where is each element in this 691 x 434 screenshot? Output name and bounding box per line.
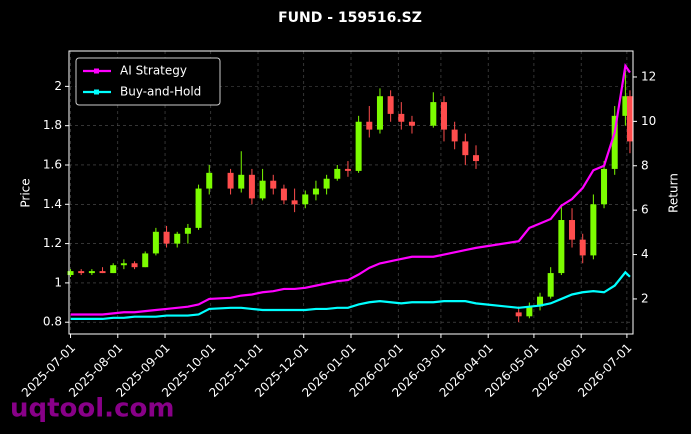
y2-tick-label: 10 bbox=[641, 114, 656, 128]
candle-body bbox=[547, 273, 554, 297]
y2-tick-label: 8 bbox=[641, 158, 649, 172]
candle-body bbox=[515, 312, 522, 317]
candle-body bbox=[238, 174, 245, 189]
y2-tick-label: 12 bbox=[641, 69, 656, 83]
candle-body bbox=[184, 227, 191, 234]
candle-body bbox=[174, 233, 181, 244]
y-tick-label: 1.6 bbox=[43, 157, 62, 171]
candle-body bbox=[131, 263, 138, 268]
y2-tick-label: 4 bbox=[641, 247, 649, 261]
candle-body bbox=[462, 141, 469, 156]
candle-body bbox=[120, 263, 127, 266]
candle-body bbox=[355, 121, 362, 171]
candle-body bbox=[291, 200, 298, 205]
candle-body bbox=[280, 188, 287, 201]
candle-body bbox=[152, 231, 159, 254]
candle-body bbox=[408, 121, 415, 126]
candle-body bbox=[622, 96, 629, 116]
candle-body bbox=[110, 265, 117, 274]
candle-body bbox=[526, 306, 533, 317]
candle-body bbox=[472, 155, 479, 162]
candle-body bbox=[227, 172, 234, 189]
candle-body bbox=[248, 174, 255, 199]
legend-label: AI Strategy bbox=[120, 64, 187, 78]
candle-body bbox=[376, 96, 383, 130]
plot-frame bbox=[68, 50, 634, 335]
candle-body bbox=[537, 296, 544, 307]
y2-tick-label: 2 bbox=[641, 291, 649, 305]
candle-body bbox=[451, 129, 458, 142]
candle-body bbox=[569, 220, 576, 240]
candle-body bbox=[163, 231, 170, 244]
candle-body bbox=[312, 188, 319, 195]
candle-body bbox=[366, 121, 373, 130]
y-tick-label: 1 bbox=[54, 275, 62, 289]
candle-body bbox=[611, 115, 618, 169]
candle-body bbox=[430, 102, 437, 126]
candle-body bbox=[78, 271, 85, 274]
candle-body bbox=[590, 204, 597, 256]
y-tick-label: 1.4 bbox=[43, 197, 62, 211]
legend-label: Buy-and-Hold bbox=[120, 85, 201, 99]
candle-body bbox=[558, 220, 565, 274]
y-axis-label: Price bbox=[19, 178, 33, 207]
candle-body bbox=[334, 168, 341, 179]
chart-title: FUND - 159516.SZ bbox=[278, 10, 422, 26]
candle-body bbox=[387, 96, 394, 114]
line-series bbox=[70, 270, 631, 321]
candle-body bbox=[302, 194, 309, 205]
candle-body bbox=[626, 96, 633, 142]
candle-body bbox=[259, 180, 266, 199]
candle-body bbox=[142, 253, 149, 268]
candle-body bbox=[195, 188, 202, 228]
candle-body bbox=[206, 172, 213, 189]
candle-body bbox=[270, 180, 277, 189]
y-tick-label: 0.8 bbox=[43, 315, 62, 329]
candle-body bbox=[344, 168, 351, 171]
line-series bbox=[70, 62, 631, 316]
legend-marker bbox=[94, 68, 99, 74]
y2-axis-label: Return bbox=[667, 173, 681, 213]
y-tick-label: 2 bbox=[54, 79, 62, 93]
candle-body bbox=[579, 239, 586, 256]
legend-marker bbox=[94, 89, 99, 95]
watermark: uqtool.com bbox=[10, 394, 174, 424]
candle-body bbox=[99, 271, 106, 274]
candle-body bbox=[67, 271, 74, 276]
candle-body bbox=[440, 102, 447, 130]
candle-body bbox=[398, 113, 405, 122]
y2-tick-label: 6 bbox=[641, 203, 649, 217]
candle-body bbox=[88, 271, 95, 274]
candle-body bbox=[601, 168, 608, 205]
legend-box bbox=[75, 57, 221, 106]
candle-body bbox=[323, 178, 330, 189]
y-tick-label: 1.2 bbox=[43, 236, 62, 250]
y-tick-label: 1.8 bbox=[43, 118, 62, 132]
